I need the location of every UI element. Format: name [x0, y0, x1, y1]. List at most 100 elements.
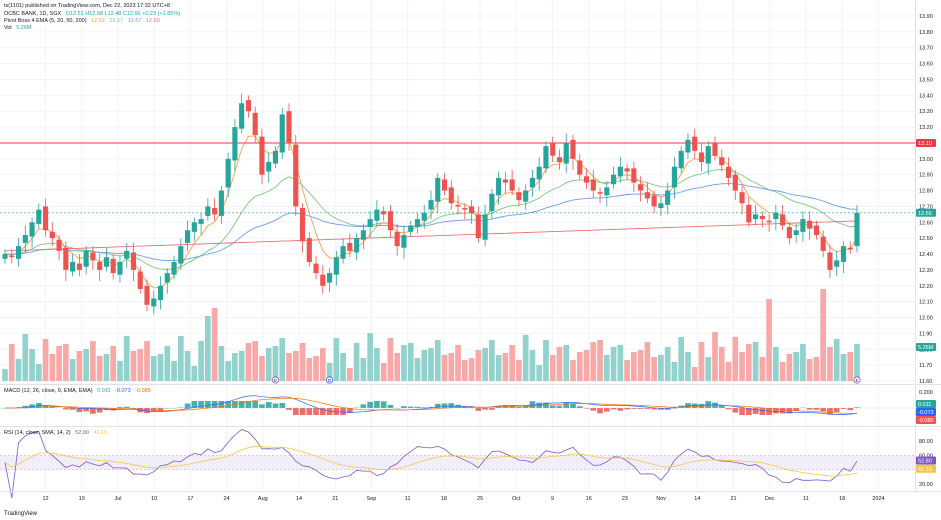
macd-line-tag-label: -0.073 — [918, 410, 934, 416]
rsi-ma-value: 41.16 — [93, 430, 108, 436]
time-tick-label: 9 — [551, 496, 554, 502]
macd-hist-bar — [90, 408, 96, 414]
macd-hist-bar — [691, 403, 698, 408]
volume-bar — [779, 362, 786, 381]
volume-bar — [685, 352, 691, 381]
macd-hist-bar — [69, 408, 76, 410]
volume-bar — [90, 341, 96, 381]
candle-body — [624, 168, 630, 172]
price-tick-label: 13.50 — [919, 77, 933, 83]
volume-bar — [353, 343, 360, 381]
candle-body — [685, 139, 691, 153]
candle-body — [185, 230, 191, 243]
macd-hist-bar — [725, 408, 732, 410]
tradingview-logo[interactable]: TradingView — [4, 511, 37, 517]
macd-hist-bar — [238, 401, 245, 408]
candle-body — [820, 236, 826, 251]
volume-bar — [265, 348, 272, 381]
macd-hist-bar — [522, 405, 529, 408]
time-tick-label: 24 — [224, 496, 230, 502]
candle-body — [70, 261, 76, 272]
macd-hist-bar — [29, 404, 35, 408]
price-tick-label: 12.40 — [919, 252, 933, 258]
volume-legend[interactable]: Vol 5.26M — [4, 25, 34, 31]
candle-body — [347, 242, 353, 251]
macd-hist-bar — [576, 406, 583, 408]
macd-pane — [0, 395, 915, 415]
volume-bar — [428, 348, 434, 381]
candle-body — [117, 261, 123, 275]
candle-body — [22, 235, 28, 243]
volume-bar — [522, 335, 529, 381]
macd-hist-bar — [49, 406, 56, 408]
rsi-label[interactable]: RSI (14, close, SMA, 14, 2) — [4, 430, 71, 436]
candle-body — [847, 247, 853, 250]
macd-hist-bar — [583, 408, 590, 409]
volume-bar — [103, 354, 110, 381]
volume-bar — [570, 360, 576, 381]
time-tick-label: Aug — [258, 496, 268, 502]
macd-hist-bar — [570, 403, 576, 408]
volume-bar — [76, 351, 83, 381]
volume-bar — [292, 351, 299, 381]
rsi-tag-label: 52.80 — [918, 459, 932, 465]
earnings-marker[interactable] — [271, 376, 280, 384]
macd-hist-bar — [286, 408, 292, 410]
macd-label[interactable]: MACD (12, 26, close, 9, EMA, EMA) — [4, 388, 93, 394]
time-axis[interactable]: 12 19 Jul 10 17 24 Aug 14 21 Sep 11 18 25 Oct 9 16 23 Nov… — [43, 496, 885, 502]
candle-body — [266, 162, 272, 172]
volume-bar — [759, 357, 766, 381]
volume-bar — [421, 350, 428, 381]
macd-hist-bar — [718, 405, 725, 408]
symbol-legend[interactable]: OCBC BANK, 1D, SGX O12.51 H12.68 L12.48 … — [4, 11, 183, 17]
volume-bar — [259, 356, 265, 381]
macd-hist-bar — [401, 406, 407, 408]
macd-hist-bar — [556, 405, 563, 408]
candle-body — [489, 193, 495, 212]
axis-tags: 13.10 12.66 5.26M 0.011 -0.073 -0.085 52.80 41.… — [916, 138, 936, 473]
volume-bar — [658, 355, 664, 381]
ema-legend[interactable]: Pivot Boss 4 EMA (5, 20, 50, 200) 12.52 … — [4, 18, 163, 24]
macd-hist-bar — [265, 402, 272, 408]
candle-body — [374, 209, 380, 221]
price-tick-label: 11.70 — [919, 363, 932, 369]
symbol-name[interactable]: OCBC BANK, 1D, SGX — [4, 11, 62, 17]
candle-body — [651, 195, 657, 207]
candle-body — [232, 127, 238, 161]
volume-tag-bg — [916, 343, 936, 351]
candle-body — [644, 192, 650, 199]
dividend-marker[interactable] — [325, 376, 334, 384]
macd-hist-bar — [441, 403, 448, 408]
volume-label[interactable]: Vol — [4, 25, 12, 31]
candle-body — [462, 208, 468, 210]
ema-name[interactable]: Pivot Boss 4 EMA (5, 20, 50, 200) — [4, 18, 87, 24]
volume-bar — [272, 346, 279, 381]
volume-bar — [441, 355, 448, 381]
published-line: ts(1101) published on TradingView.com, D… — [4, 3, 173, 9]
volume-bar — [678, 337, 685, 381]
earnings-marker[interactable] — [853, 376, 861, 384]
volume-bar — [840, 354, 847, 381]
candle-body — [509, 179, 515, 191]
volume-bar — [56, 346, 62, 381]
candle-body — [205, 206, 211, 216]
candle-body — [705, 146, 711, 164]
macd-signal-tag-bg — [916, 416, 936, 424]
price-tick-label: 12.50 — [919, 236, 933, 242]
macd-signal-tag-label: -0.085 — [918, 418, 934, 424]
macd-hist-bar — [360, 404, 367, 408]
volume-bar — [360, 358, 367, 381]
candle-body — [556, 157, 563, 162]
macd-hist-bar — [191, 401, 198, 408]
volume-bar — [495, 355, 502, 381]
rsi-legend[interactable]: RSI (14, close, SMA, 14, 2) 52.80 41.16 — [4, 430, 110, 436]
time-tick-label: 23 — [622, 496, 628, 502]
volume-bar — [394, 353, 401, 381]
macd-legend[interactable]: MACD (12, 26, close, 9, EMA, EMA) 0.011 … — [4, 388, 154, 394]
macd-hist-bar — [198, 401, 204, 408]
macd-hist-bar — [434, 403, 441, 408]
macd-hist-bar — [83, 408, 89, 412]
macd-hist-bar — [252, 401, 259, 408]
